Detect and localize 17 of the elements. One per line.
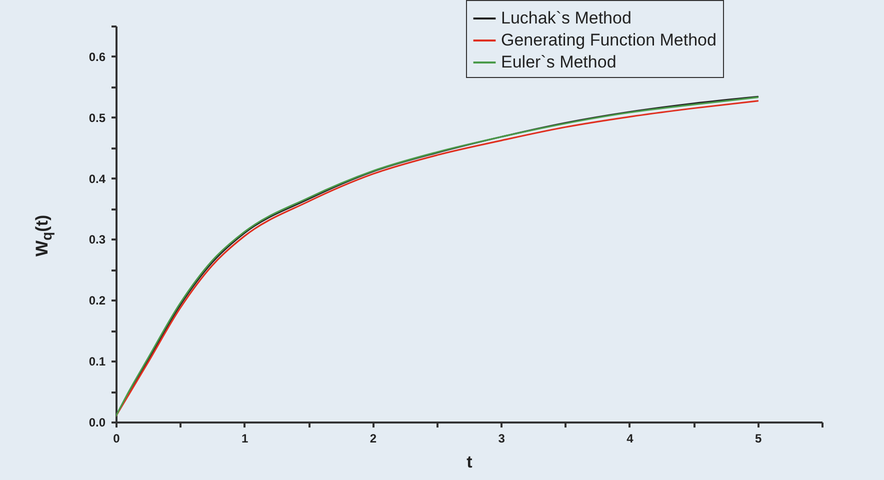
y-tick-label: 0.4: [88, 172, 106, 186]
y-tick-label: 0.6: [88, 50, 106, 64]
y-tick-label: 0.3: [88, 232, 106, 247]
x-tick-label: 0: [113, 432, 120, 446]
x-tick-label: 1: [242, 432, 249, 446]
legend-label: Luchak`s Method: [501, 8, 632, 28]
y-tick-label: 0.5: [88, 110, 106, 125]
y-tick-label: 0.1: [88, 354, 106, 369]
legend-label: Generating Function Method: [501, 30, 716, 50]
x-tick-label: 2: [370, 432, 377, 446]
x-tick-label: 5: [754, 432, 762, 446]
x-tick-label: 4: [626, 432, 634, 446]
legend-label: Euler`s Method: [501, 52, 616, 72]
text: 0.0: [88, 416, 106, 430]
x-axis-title: t: [466, 452, 473, 472]
x-tick-label: 3: [498, 432, 506, 446]
y-tick-label: 0.2: [88, 294, 106, 308]
